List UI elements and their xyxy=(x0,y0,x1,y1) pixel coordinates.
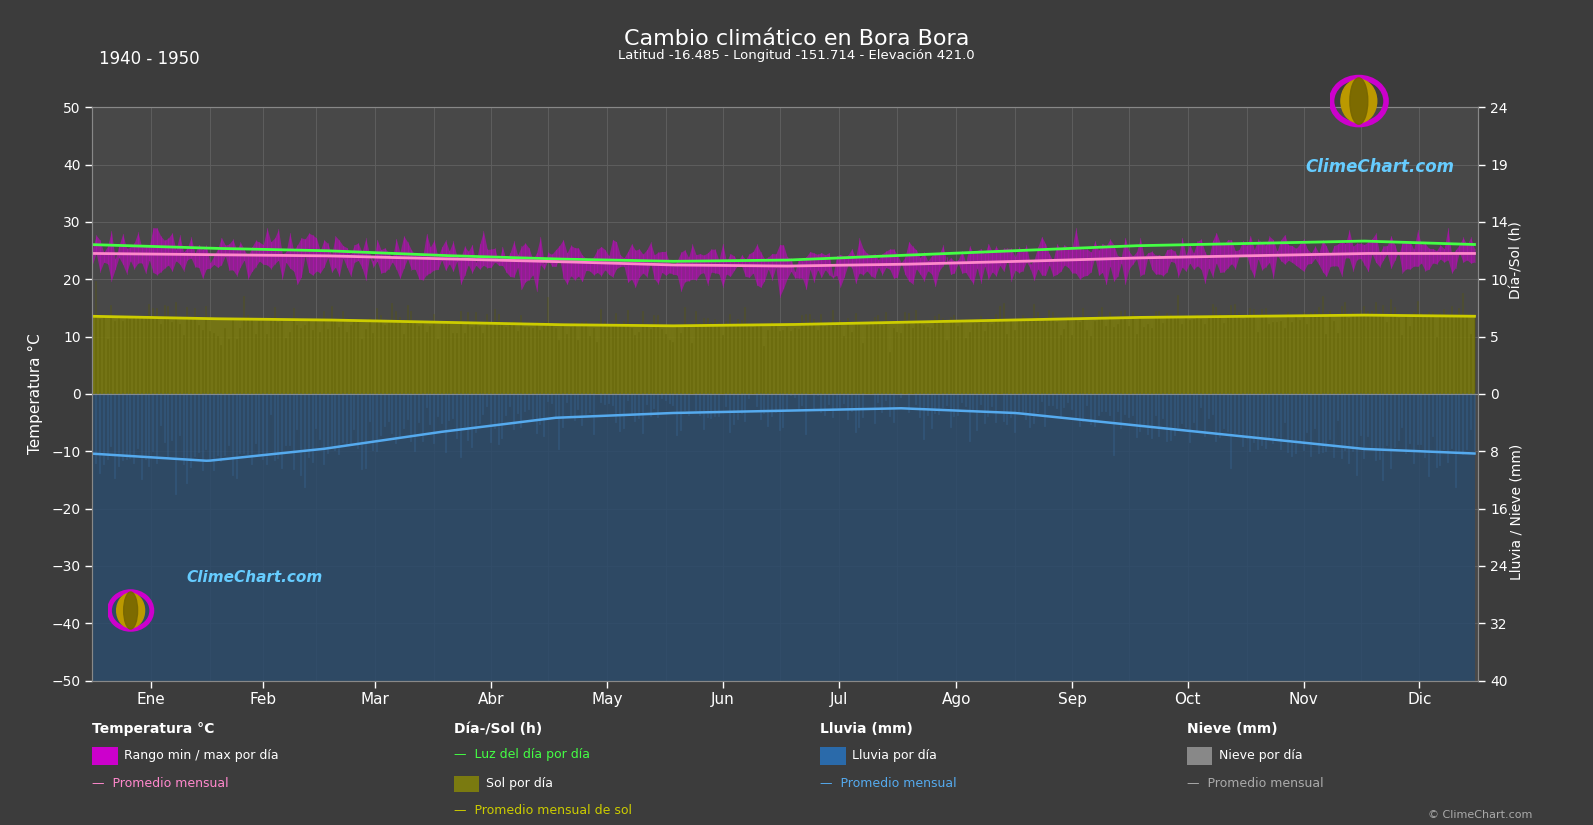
Y-axis label: Temperatura °C: Temperatura °C xyxy=(29,333,43,455)
Text: —  Promedio mensual: — Promedio mensual xyxy=(820,777,957,790)
Text: Día-/Sol (h): Día-/Sol (h) xyxy=(454,722,542,736)
Text: ClimeChart.com: ClimeChart.com xyxy=(186,570,323,585)
Text: Latitud -16.485 - Longitud -151.714 - Elevación 421.0: Latitud -16.485 - Longitud -151.714 - El… xyxy=(618,50,975,63)
Text: © ClimeChart.com: © ClimeChart.com xyxy=(1427,810,1532,820)
Text: —  Promedio mensual: — Promedio mensual xyxy=(92,777,229,790)
Text: Lluvia (mm): Lluvia (mm) xyxy=(820,722,913,736)
Ellipse shape xyxy=(1341,79,1376,123)
Text: Nieve por día: Nieve por día xyxy=(1219,749,1301,762)
Text: Nieve (mm): Nieve (mm) xyxy=(1187,722,1278,736)
Text: —  Luz del día por día: — Luz del día por día xyxy=(454,748,589,761)
Text: —  Promedio mensual de sol: — Promedio mensual de sol xyxy=(454,804,632,817)
Text: Rango min / max por día: Rango min / max por día xyxy=(124,749,279,762)
Ellipse shape xyxy=(116,593,145,628)
Text: —  Promedio mensual: — Promedio mensual xyxy=(1187,777,1324,790)
Ellipse shape xyxy=(1349,78,1368,125)
Ellipse shape xyxy=(124,592,137,629)
Text: Lluvia por día: Lluvia por día xyxy=(852,749,937,762)
Text: ClimeChart.com: ClimeChart.com xyxy=(1305,158,1454,177)
Text: Lluvia / Nieve (mm): Lluvia / Nieve (mm) xyxy=(1510,443,1523,580)
Text: Cambio climático en Bora Bora: Cambio climático en Bora Bora xyxy=(624,29,969,49)
Text: Sol por día: Sol por día xyxy=(486,777,553,790)
Text: Temperatura °C: Temperatura °C xyxy=(92,722,215,736)
Text: 1940 - 1950: 1940 - 1950 xyxy=(99,50,199,68)
Text: Día-/Sol (h): Día-/Sol (h) xyxy=(1510,221,1523,299)
